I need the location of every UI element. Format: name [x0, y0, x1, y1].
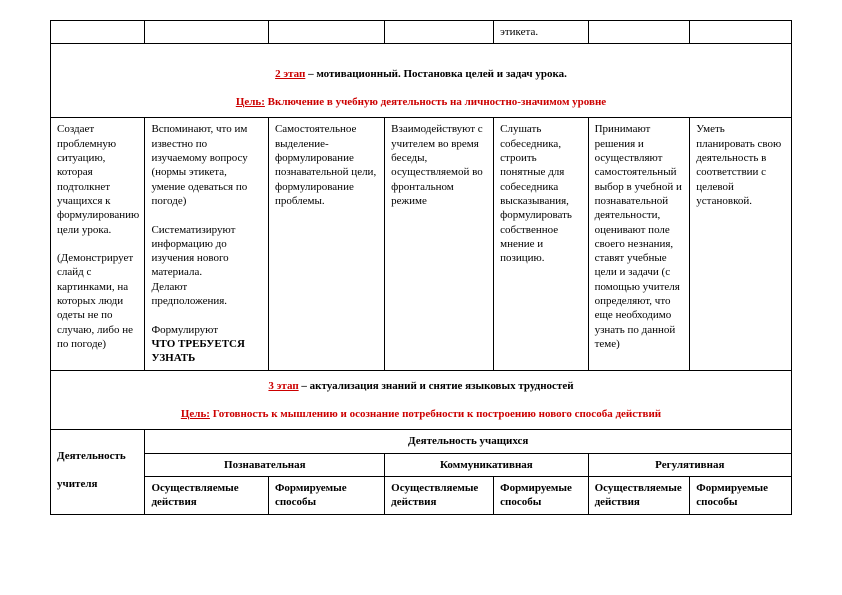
cell-communicative-actions: Взаимодействуют с учителем во время бесе… — [385, 118, 494, 370]
header-methods-2: Формируемые способы — [494, 477, 588, 515]
cell-regulatory-methods: Уметь планировать свою деятельность в со… — [690, 118, 792, 370]
stage-3-header-row: 3 этап – актуализация знаний и снятие яз… — [51, 370, 792, 430]
cell-teacher-activity: Создает проблемную ситуацию, которая под… — [51, 118, 145, 370]
cell-student-cognitive-actions: Вспоминают, что им известно по изучаемом… — [145, 118, 269, 370]
cell-cognitive-methods: Самостоятельное выделение-формулирование… — [268, 118, 384, 370]
stage-3-title-prefix: 3 этап — [268, 380, 298, 392]
cell-empty — [145, 21, 269, 44]
header-student-activity: Деятельность учащихся — [145, 430, 792, 453]
stage-2-title-rest: – мотивационный. Постановка целей и зада… — [305, 68, 567, 80]
header-teacher-activity: Деятельность учителя — [51, 430, 145, 514]
stage-2-content-row: Создает проблемную ситуацию, которая под… — [51, 118, 792, 370]
header-communicative: Коммуникативная — [385, 453, 588, 476]
header-regulatory: Регулятивная — [588, 453, 791, 476]
table-row: этикета. — [51, 21, 792, 44]
header-row-2: Познавательная Коммуникативная Регулятив… — [51, 453, 792, 476]
stage-3-goal-text: Готовность к мышлению и осознание потреб… — [210, 408, 661, 420]
cell-empty — [690, 21, 792, 44]
cell-communicative-methods: Слушать собеседника, строить понятные дл… — [494, 118, 588, 370]
cell-empty — [385, 21, 494, 44]
stage-3-goal-label: Цель: — [181, 408, 210, 420]
stage-2-goal-text: Включение в учебную деятельность на личн… — [265, 96, 606, 108]
header-actions-2: Осуществляемые действия — [385, 477, 494, 515]
stage-3-title-rest: – актуализация знаний и снятие языковых … — [299, 380, 574, 392]
stage-2-header: 2 этап – мотивационный. Постановка целей… — [51, 44, 792, 118]
cell-empty — [51, 21, 145, 44]
header-actions-1: Осуществляемые действия — [145, 477, 269, 515]
cell-content: этикета. — [494, 21, 588, 44]
header-methods-1: Формируемые способы — [268, 477, 384, 515]
header-methods-3: Формируемые способы — [690, 477, 792, 515]
lesson-plan-table: этикета. 2 этап – мотивационный. Постано… — [50, 20, 792, 515]
stage-2-goal-label: Цель: — [236, 96, 265, 108]
header-cognitive: Познавательная — [145, 453, 385, 476]
stage-2-title-prefix: 2 этап — [275, 68, 305, 80]
stage-3-header: 3 этап – актуализация знаний и снятие яз… — [51, 370, 792, 430]
header-actions-3: Осуществляемые действия — [588, 477, 690, 515]
cell-empty — [268, 21, 384, 44]
cell-empty — [588, 21, 690, 44]
stage-2-header-row: 2 этап – мотивационный. Постановка целей… — [51, 44, 792, 118]
cell-regulatory-actions: Принимают решения и осуществляют самосто… — [588, 118, 690, 370]
header-row-1: Деятельность учителя Деятельность учащих… — [51, 430, 792, 453]
header-row-3: Осуществляемые действия Формируемые спос… — [51, 477, 792, 515]
